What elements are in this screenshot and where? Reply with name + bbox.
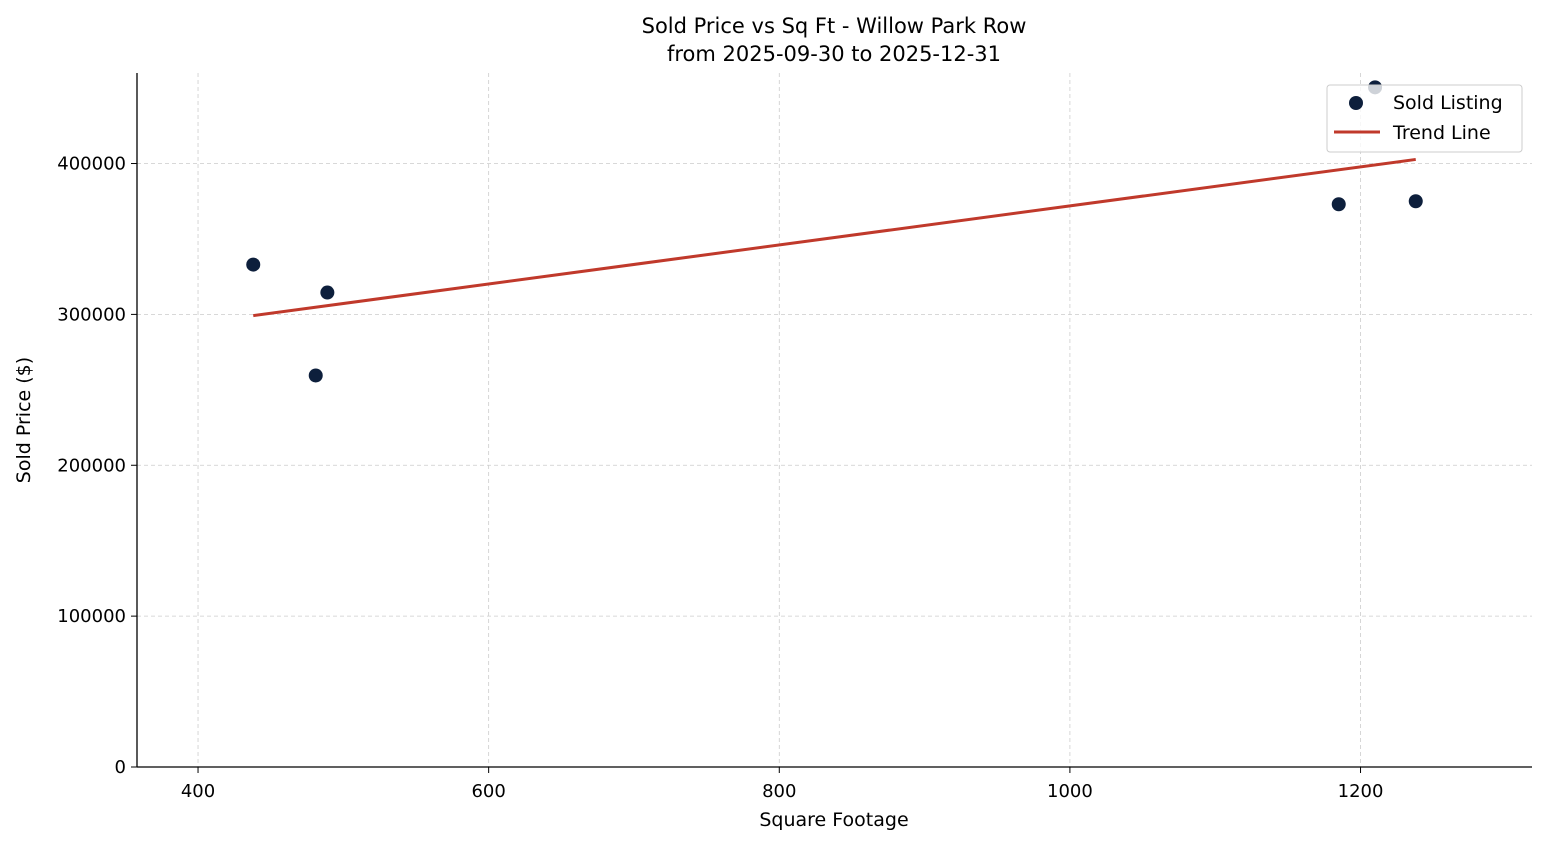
y-axis-ticks: 0 100000 200000 300000 400000 bbox=[57, 154, 137, 778]
y-axis-label: Sold Price ($) bbox=[13, 357, 35, 483]
legend-label-sold-listing: Sold Listing bbox=[1393, 92, 1503, 114]
x-tick-label: 800 bbox=[762, 781, 796, 802]
legend-label-trend-line: Trend Line bbox=[1392, 122, 1491, 144]
x-tick-label: 600 bbox=[471, 781, 505, 802]
x-axis-ticks: 400 600 800 1000 1200 bbox=[181, 767, 1384, 802]
chart-marks bbox=[246, 80, 1423, 383]
x-tick-label: 1200 bbox=[1338, 781, 1384, 802]
data-point-sold-listing bbox=[246, 257, 261, 272]
legend-box bbox=[1326, 84, 1523, 153]
legend: Sold Listing Trend Line bbox=[1326, 84, 1523, 153]
legend-marker-sold-listing bbox=[1349, 96, 1363, 110]
y-tick-label: 300000 bbox=[57, 304, 126, 325]
y-tick-label: 400000 bbox=[57, 154, 126, 175]
x-axis-label: Square Footage bbox=[759, 809, 908, 831]
data-point-sold-listing bbox=[1408, 194, 1423, 209]
data-point-sold-listing bbox=[308, 368, 323, 383]
trend-line bbox=[253, 157, 1416, 318]
y-tick-label: 100000 bbox=[57, 606, 126, 627]
data-point-sold-listing bbox=[320, 285, 335, 300]
chart-title: Sold Price vs Sq Ft - Willow Park Row bbox=[642, 14, 1027, 38]
grid bbox=[137, 73, 1532, 767]
data-point-sold-listing bbox=[1331, 197, 1346, 212]
x-tick-label: 400 bbox=[181, 781, 215, 802]
chart-subtitle: from 2025-09-30 to 2025-12-31 bbox=[667, 42, 1001, 66]
y-tick-label: 200000 bbox=[57, 455, 126, 476]
y-tick-label: 0 bbox=[115, 757, 126, 778]
x-tick-label: 1000 bbox=[1047, 781, 1093, 802]
